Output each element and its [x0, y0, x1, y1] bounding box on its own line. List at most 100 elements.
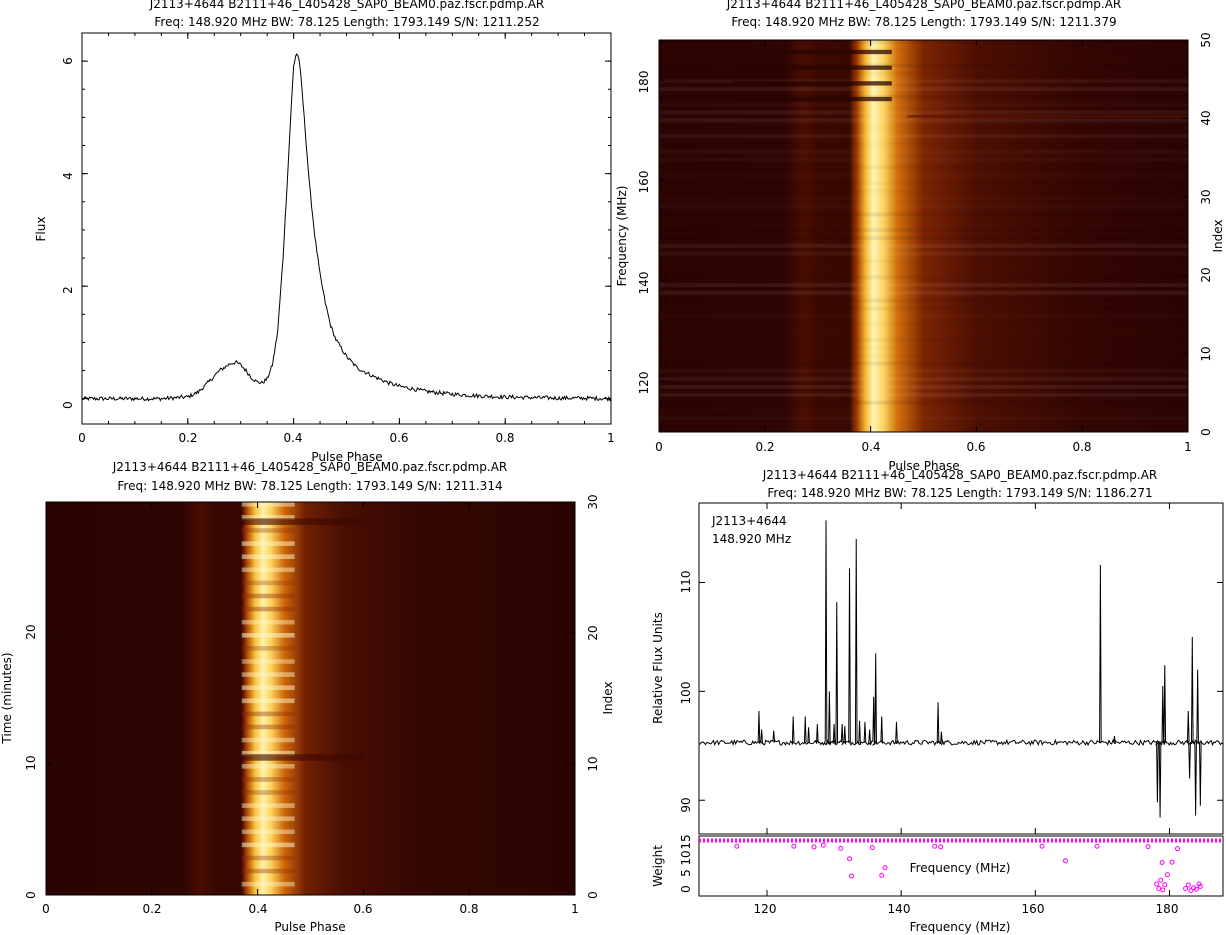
time-phase-subint-row	[241, 502, 295, 507]
freq-phase-rfi-band	[907, 115, 1188, 118]
bandpass-annotation-frequency: 148.920 MHz	[712, 532, 791, 546]
weight-marker	[1094, 843, 1100, 849]
freq-phase-flagged-channel	[733, 49, 892, 55]
freq-phase-channel-row	[659, 165, 1188, 170]
bandpass-axis-ticks	[699, 503, 1223, 896]
freq-phase-channel-row	[659, 306, 1188, 311]
time-phase-dim-subint	[241, 754, 364, 761]
time-phase-subint-row	[241, 855, 295, 861]
bandpass-series-line	[698, 520, 1224, 818]
freq-phase-channel-row	[659, 260, 1188, 264]
time-phase-panel: J2113+4644 B2111+46_L405428_SAP0_BEAM0.p…	[0, 460, 615, 934]
time-phase-subint-row	[241, 672, 295, 677]
freq-phase-channel-row	[659, 322, 1188, 326]
weight-marker	[1162, 882, 1168, 888]
weight-marker	[869, 845, 875, 851]
time-phase-subint-row	[241, 515, 295, 520]
freq-phase-channel-row	[659, 416, 1188, 420]
freq-phase-channel-row	[659, 267, 1188, 271]
freq-phase-x-tick-label: 1	[1184, 440, 1192, 454]
time-phase-subint-row	[241, 750, 295, 756]
time-phase-y-tick-labels: 0 10 20	[24, 624, 38, 898]
weight-marker	[1169, 859, 1175, 865]
time-phase-index-tick-label: 10	[586, 756, 600, 771]
bandpass-y-axis-label: Relative Flux Units	[651, 612, 665, 724]
freq-phase-channel-row	[659, 330, 1188, 334]
time-phase-subint-row	[241, 659, 295, 664]
time-phase-x-tick-labels: 0 0.2 0.4 0.6 0.8 1	[42, 902, 579, 916]
weight-marker	[1159, 860, 1165, 866]
time-phase-subint-row	[241, 829, 295, 835]
time-phase-frame	[45, 501, 576, 896]
time-phase-axis-ticks	[45, 501, 576, 896]
freq-phase-channel-row	[659, 275, 1188, 280]
freq-phase-x-tick-label: 0.6	[966, 440, 985, 454]
profile-x-axis-label: Pulse Phase	[311, 450, 382, 464]
freq-phase-channel-row	[659, 87, 1188, 91]
weights-frame	[698, 835, 1224, 897]
bandpass-x-tick-label: 120	[754, 902, 777, 916]
freq-phase-title: J2113+4644 B2111+46_L405428_SAP0_BEAM0.p…	[726, 0, 1122, 11]
time-phase-subint-row	[241, 711, 295, 717]
freq-phase-x-tick-labels: 0 0.2 0.4 0.6 0.8 1	[655, 440, 1192, 454]
freq-phase-channel-row	[659, 369, 1188, 373]
profile-x-tick-label: 0.2	[178, 431, 197, 445]
profile-y-tick-label: 6	[61, 57, 75, 65]
freq-phase-channel-row	[659, 134, 1188, 138]
time-phase-x-tick-label: 0.8	[459, 902, 478, 916]
bandpass-x-tick-label: 140	[888, 902, 911, 916]
time-phase-y-tick-label: 0	[24, 891, 38, 899]
time-phase-subint-row	[241, 619, 295, 625]
freq-phase-channel-row	[659, 236, 1188, 240]
time-phase-subint-row	[241, 593, 295, 599]
freq-phase-channel-row	[659, 103, 1188, 107]
freq-phase-flagged-channel	[733, 96, 892, 102]
freq-phase-index-tick-label: 20	[1199, 267, 1213, 282]
freq-phase-channel-row	[659, 71, 1188, 75]
time-phase-subint-row	[241, 567, 295, 573]
weight-marker	[879, 872, 885, 878]
weight-marker	[791, 843, 797, 849]
bandpass-title: J2113+4644 B2111+46_L405428_SAP0_BEAM0.p…	[762, 468, 1158, 482]
profile-x-tick-label: 0	[78, 431, 86, 445]
time-phase-subint-row	[241, 646, 295, 651]
freq-phase-channel-row	[659, 384, 1188, 389]
freq-phase-y-axis-label: Frequency (MHz)	[615, 186, 629, 287]
weight-marker	[1164, 872, 1170, 878]
freq-phase-channel-row	[659, 220, 1188, 224]
freq-phase-channel-row	[659, 251, 1188, 256]
bandpass-y-tick-label: 110	[679, 571, 693, 594]
weight-marker	[820, 842, 826, 848]
freq-phase-channel-row	[659, 212, 1188, 217]
weight-marker	[1197, 883, 1203, 889]
freq-phase-channel-row	[659, 181, 1188, 185]
time-phase-subtitle: Freq: 148.920 MHz BW: 78.125 Length: 179…	[117, 479, 502, 493]
weight-marker	[1063, 858, 1068, 864]
freq-phase-channel-row	[659, 40, 1188, 44]
freq-phase-channel-row	[659, 354, 1188, 358]
freq-phase-channel-row	[659, 189, 1188, 193]
freq-phase-channel-row	[659, 424, 1188, 428]
freq-phase-channel-row	[659, 346, 1188, 350]
freq-phase-channel-row	[659, 361, 1188, 366]
freq-phase-index-tick-label: 0	[1199, 428, 1213, 436]
profile-x-tick-labels: 0 0.2 0.4 0.6 0.8 1	[78, 431, 615, 445]
weight-marker	[1154, 881, 1160, 887]
bandpass-x-tick-labels: 120 140 160 180	[754, 902, 1179, 916]
time-phase-y-axis-label: Time (minutes)	[0, 652, 14, 744]
freq-phase-channel-row	[659, 142, 1188, 146]
freq-phase-channel-row	[659, 408, 1188, 412]
freq-phase-y-tick-labels: 120 140 160 180	[637, 71, 651, 395]
freq-phase-y-tick-label: 180	[637, 71, 651, 94]
freq-phase-channel-row	[659, 56, 1188, 60]
weight-marker	[734, 843, 740, 849]
time-phase-subint-row	[241, 554, 295, 559]
freq-phase-index-tick-label: 30	[1199, 189, 1213, 204]
freq-phase-x-tick-label: 0.4	[861, 440, 880, 454]
weight-marker	[882, 865, 888, 871]
weights-y-tick-label: 0	[679, 885, 693, 893]
freq-phase-y-tick-label: 160	[637, 171, 651, 194]
bandpass-subtitle: Freq: 148.920 MHz BW: 78.125 Length: 179…	[767, 486, 1152, 500]
time-phase-x-tick-label: 0.6	[353, 902, 372, 916]
